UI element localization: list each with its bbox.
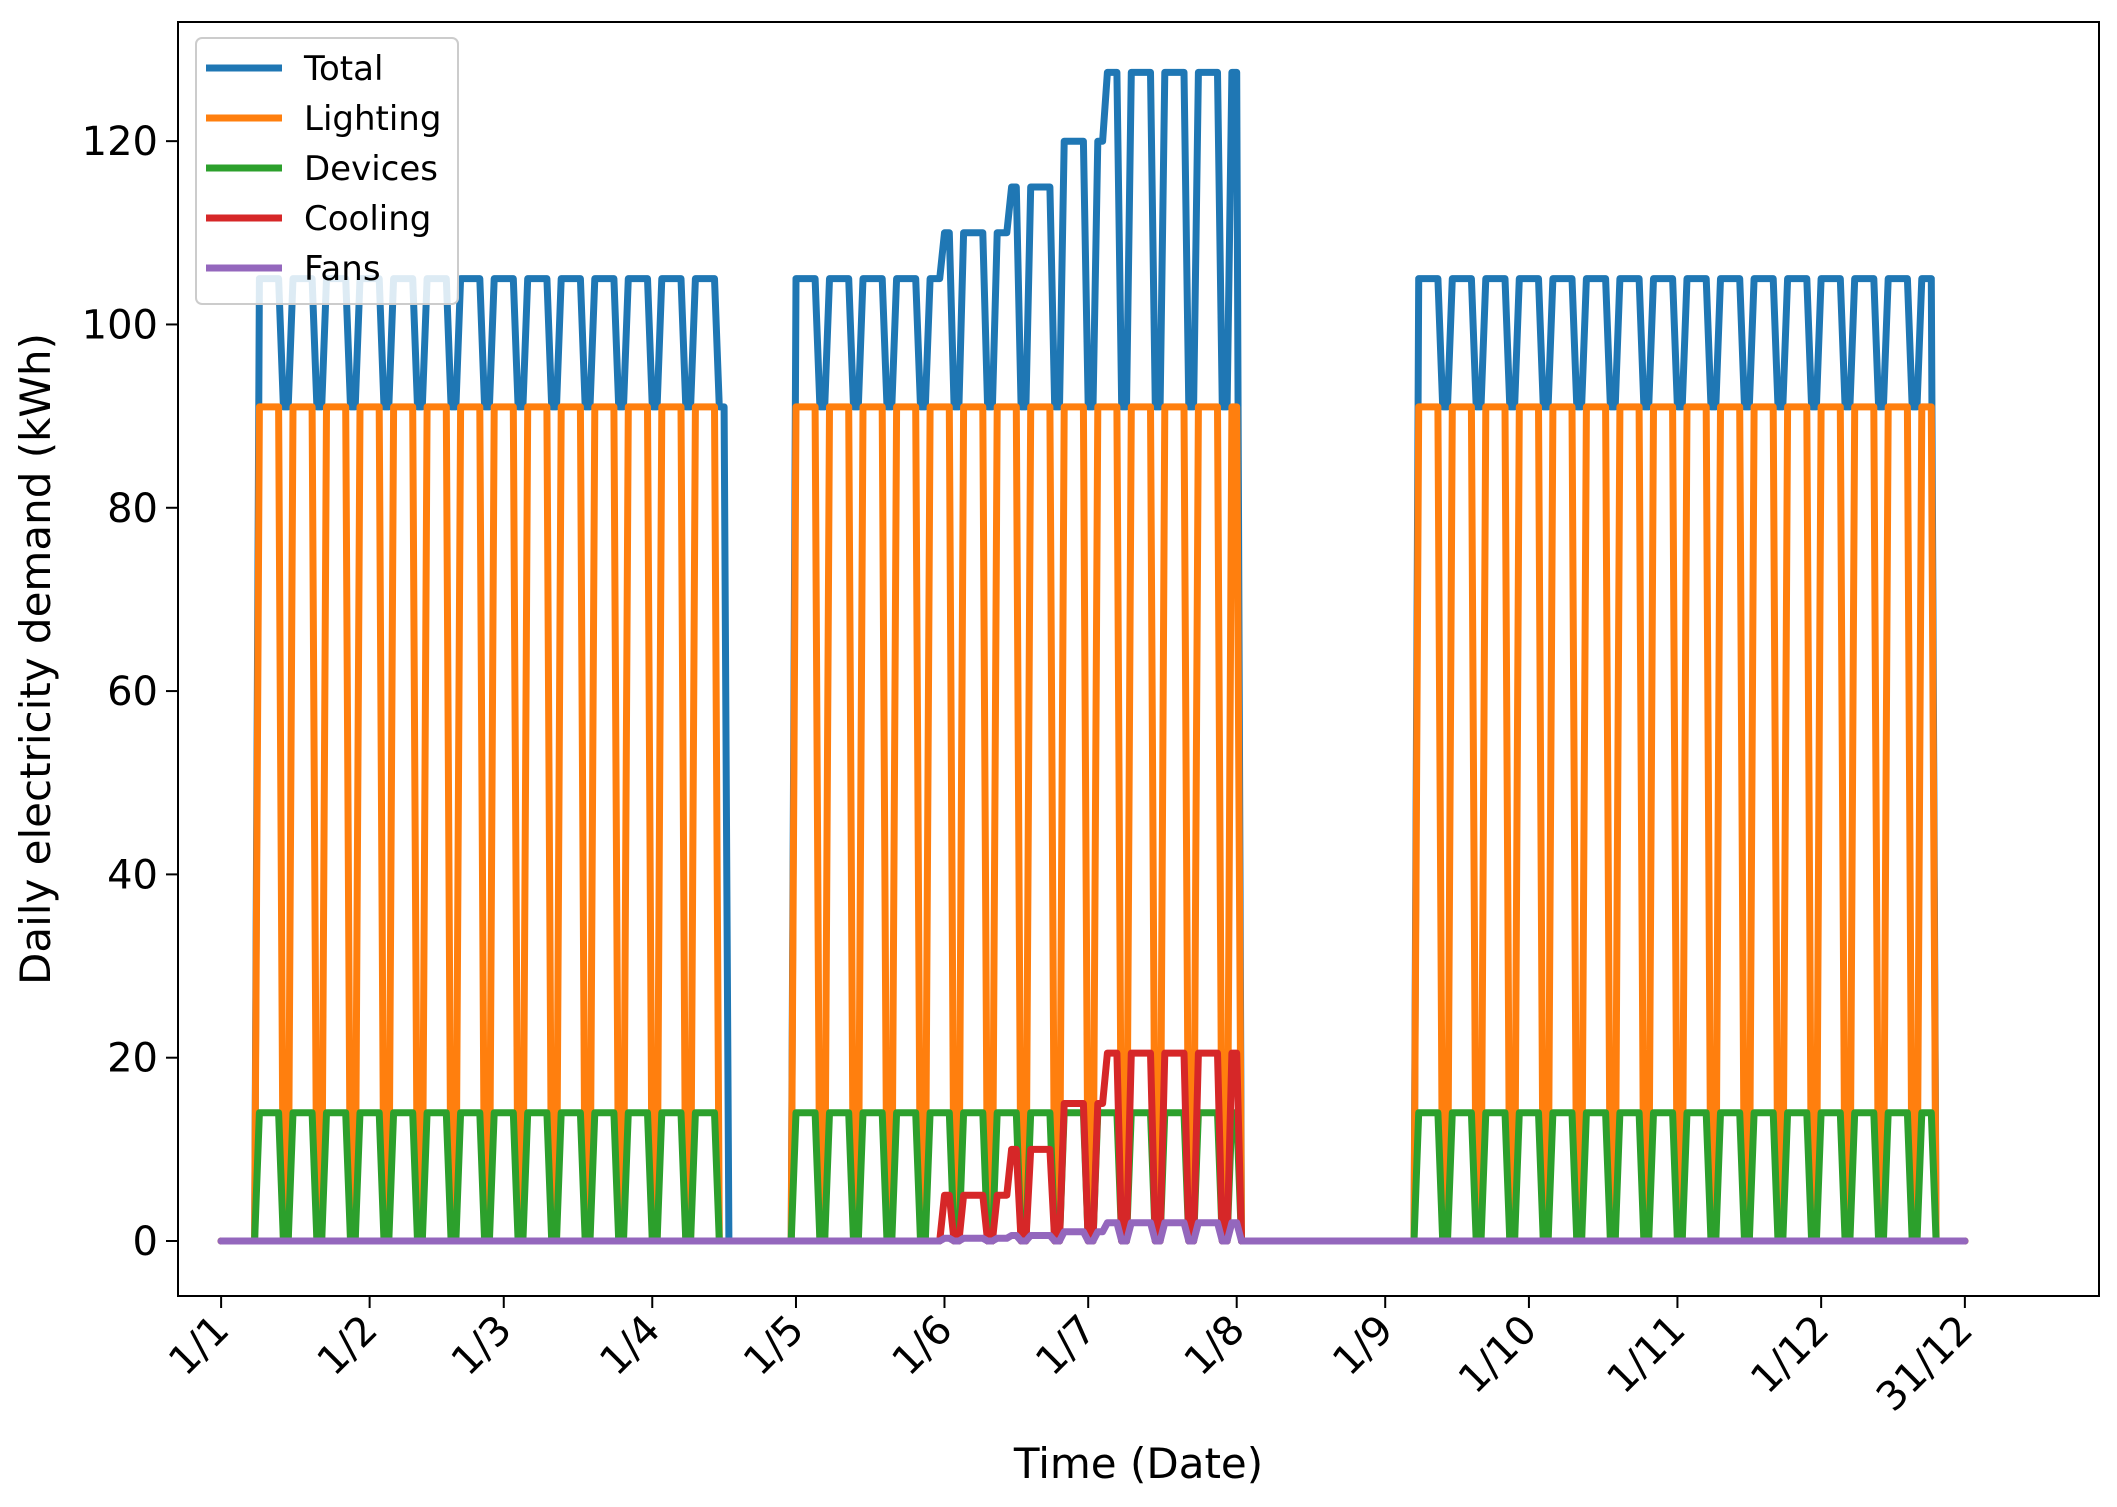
series-line-total: [217, 68, 1969, 1245]
y-tick-label: 60: [107, 669, 158, 715]
x-tick-label: 1/4: [591, 1307, 669, 1385]
x-tick-label: 1/12: [1742, 1307, 1838, 1403]
x-tick-label: 1/11: [1598, 1307, 1694, 1403]
y-axis: 0 20 40 60 80 100 120: [82, 119, 178, 1265]
y-tick-label: 20: [107, 1036, 158, 1082]
legend-label: Fans: [304, 249, 381, 289]
legend-label: Devices: [304, 149, 438, 189]
x-tick-label: 1/8: [1176, 1307, 1254, 1385]
x-tick-label: 1/7: [1027, 1307, 1105, 1385]
y-tick-label: 100: [82, 302, 158, 348]
x-tick-label: 1/3: [443, 1307, 521, 1385]
legend-box: [195, 37, 459, 305]
x-tick-label: 1/6: [884, 1307, 962, 1385]
plot-frame: [177, 21, 2100, 1297]
x-tick-label: 31/12: [1868, 1307, 1982, 1421]
x-axis-title: Time (Date): [1013, 1439, 1263, 1488]
y-tick-label: 80: [107, 486, 158, 532]
x-tick-label: 1/5: [735, 1307, 813, 1385]
legend-label: Cooling: [304, 199, 431, 239]
legend-label: Lighting: [304, 99, 441, 139]
legend-label: Total: [303, 49, 383, 89]
x-axis: 1/1 1/2 1/3 1/4 1/5 1/6 1/7 1/8 1/9 1/10 1/11 1/12 3…: [160, 1296, 1982, 1421]
x-tick-label: 1/10: [1450, 1307, 1546, 1403]
y-tick-label: 40: [107, 852, 158, 898]
y-axis-title: Daily electricity demand (kWh): [11, 333, 60, 985]
legend: Total Lighting Devices Cooling Fans: [195, 37, 459, 305]
x-tick-label: 1/9: [1324, 1307, 1402, 1385]
y-tick-label: 0: [133, 1219, 158, 1265]
y-tick-label: 120: [82, 119, 158, 165]
series-layer: [217, 68, 1969, 1245]
x-tick-label: 1/2: [309, 1307, 387, 1385]
x-tick-label: 1/1: [160, 1307, 238, 1385]
series-line-fans: [217, 1219, 1969, 1245]
